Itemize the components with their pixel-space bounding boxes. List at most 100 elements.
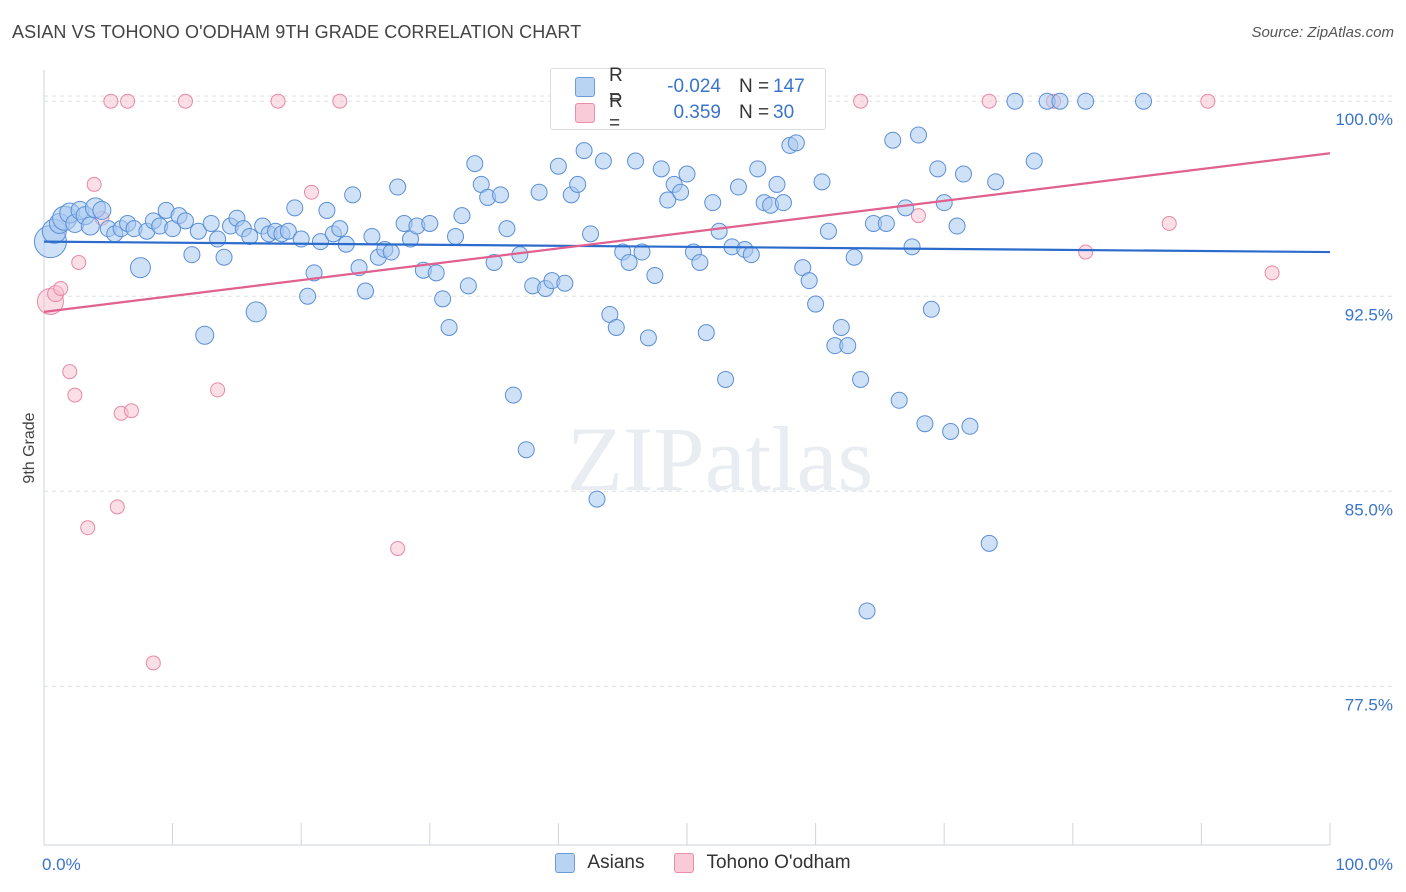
tohono-point: [86, 176, 102, 192]
asian-point: [498, 220, 516, 238]
asian-point: [215, 248, 233, 266]
r-label: R =: [609, 91, 623, 134]
tohono-point: [981, 93, 997, 109]
asian-point: [717, 370, 735, 388]
tohono-point: [910, 208, 926, 224]
asian-point: [922, 300, 940, 318]
asian-point: [807, 295, 825, 313]
tohono-point: [1078, 244, 1094, 260]
asian-point: [453, 207, 471, 225]
asian-point: [80, 216, 100, 236]
asian-point: [646, 266, 664, 284]
asian-point: [1077, 92, 1095, 110]
asian-point: [311, 233, 329, 251]
asian-point: [742, 246, 760, 264]
asian-point: [447, 227, 465, 245]
asian-point: [504, 386, 522, 404]
asians-legend-label: Asians: [587, 852, 645, 873]
tohono-legend-swatch: [674, 853, 695, 873]
tohono-n-value: 30: [773, 102, 795, 123]
asian-point: [691, 253, 709, 271]
asian-point: [485, 253, 503, 271]
asians-legend-swatch: [555, 853, 576, 873]
asian-point: [245, 301, 267, 323]
asian-point: [620, 253, 638, 271]
asian-point: [459, 277, 477, 295]
asian-point: [935, 194, 953, 212]
tohono-point: [332, 93, 348, 109]
tohono-point: [123, 403, 139, 419]
tohono-point: [62, 364, 78, 380]
watermark: ZIPatlas: [567, 408, 874, 510]
asian-point: [129, 257, 151, 279]
stats-legend: R = -0.024 N = 147 R = 0.359 N = 30: [550, 65, 826, 134]
asians-n-value: 147: [773, 76, 805, 97]
tohono-point: [1264, 265, 1280, 281]
tohono-point: [853, 93, 869, 109]
asian-point: [492, 186, 510, 204]
asian-point: [363, 227, 381, 245]
tohono-point: [177, 93, 193, 109]
tohono-point: [390, 541, 406, 557]
tick-labels: 100.0% 92.5% 85.0% 77.5% 0.0% 100.0%: [42, 110, 1393, 874]
n-label: N =: [739, 76, 770, 97]
asian-point: [434, 290, 452, 308]
y-tick-label: 77.5%: [1345, 695, 1393, 714]
asian-point: [884, 131, 902, 149]
asian-point: [202, 214, 220, 232]
asian-point: [678, 165, 696, 183]
asian-series: [33, 92, 1153, 620]
axes: [43, 70, 1331, 846]
asian-point: [980, 534, 998, 552]
asian-point: [987, 173, 1005, 191]
asian-point: [92, 200, 112, 220]
asian-point: [729, 178, 747, 196]
asian-point: [357, 282, 374, 300]
tohono-point: [1200, 93, 1216, 109]
asian-point: [852, 370, 870, 388]
asian-trend-line: [43, 240, 1331, 254]
source-label: Source: ZipAtlas.com: [1251, 24, 1394, 41]
asian-point: [890, 391, 908, 409]
asian-point: [710, 222, 728, 240]
asian-point: [588, 490, 606, 508]
asian-point: [382, 243, 400, 261]
tohono-series: [36, 93, 1280, 671]
tohono-point: [270, 93, 286, 109]
asian-point: [607, 318, 625, 336]
asian-point: [1135, 92, 1153, 110]
asian-point: [279, 222, 297, 240]
asian-point: [344, 186, 362, 204]
asian-point: [839, 337, 857, 355]
asian-point: [749, 160, 767, 178]
legend-item-asians[interactable]: Asians: [555, 852, 644, 874]
asian-point: [813, 173, 831, 191]
y-tick-label: 85.0%: [1345, 500, 1393, 519]
asian-point: [176, 212, 194, 230]
asian-point: [517, 441, 535, 459]
asian-point: [961, 417, 979, 435]
asian-point: [774, 194, 792, 212]
asians-r-value: -0.024: [667, 76, 721, 97]
asian-point: [639, 329, 657, 347]
chart-title: ASIAN VS TOHONO O'ODHAM 9TH GRADE CORREL…: [12, 22, 582, 42]
asian-point: [633, 243, 651, 261]
asian-point: [421, 214, 439, 232]
tohono-point: [67, 387, 83, 403]
tohono-trend-line: [43, 152, 1331, 313]
asian-point: [582, 225, 600, 243]
gridlines: [44, 95, 1395, 687]
tohono-point: [303, 184, 319, 200]
asian-point: [672, 183, 690, 201]
tohono-point: [103, 93, 119, 109]
asian-point: [627, 152, 645, 170]
asian-point: [1051, 92, 1069, 110]
n-label: N =: [739, 102, 770, 123]
legend-item-tohono[interactable]: Tohono O'odham: [674, 852, 851, 874]
asian-point: [440, 318, 458, 336]
asian-point: [909, 126, 927, 144]
asian-point: [897, 199, 915, 217]
asian-point: [195, 325, 215, 345]
tohono-point: [80, 520, 96, 536]
